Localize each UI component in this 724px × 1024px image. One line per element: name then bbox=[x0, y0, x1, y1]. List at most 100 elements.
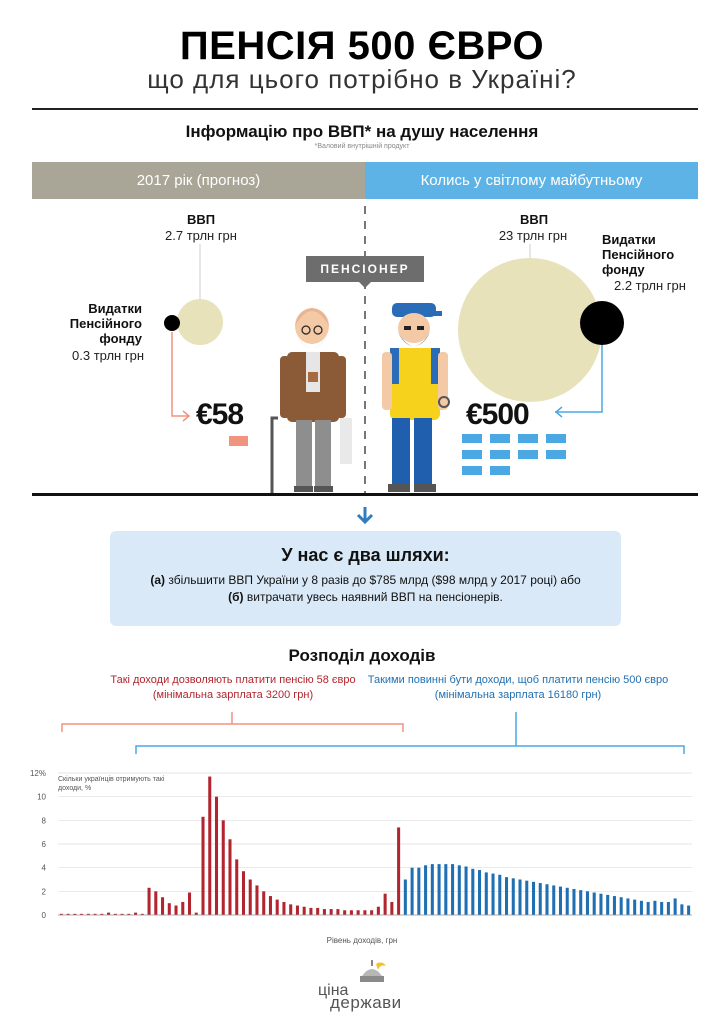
right-fund-label-line1: Видатки bbox=[602, 232, 656, 247]
pensioner-tag: ПЕНСІОНЕР bbox=[306, 256, 424, 282]
chart-bar bbox=[545, 884, 549, 915]
blue-caption-line1: Такими повинні бути доходи, щоб платити … bbox=[367, 674, 669, 686]
chart-bar bbox=[457, 865, 461, 915]
chart-bar bbox=[214, 796, 219, 915]
chart-bar bbox=[666, 901, 670, 915]
chart-bar bbox=[464, 866, 468, 915]
left-fund-label-line3: фонду bbox=[99, 331, 142, 346]
page-title: ПЕНСІЯ 500 ЄВРО bbox=[179, 24, 545, 68]
chart-bar bbox=[107, 912, 111, 915]
chart-bar bbox=[174, 905, 178, 915]
chart-bar bbox=[73, 913, 77, 915]
chart-bar bbox=[370, 910, 374, 915]
arrow-down-icon bbox=[356, 507, 374, 525]
chart-bar bbox=[639, 900, 643, 915]
chart-bar bbox=[343, 910, 347, 915]
chart-bar bbox=[282, 901, 286, 915]
chart-bar bbox=[147, 887, 151, 915]
chart-bar bbox=[417, 867, 421, 915]
chart-bar bbox=[579, 890, 583, 915]
chart-bar bbox=[471, 868, 475, 915]
chart-bar bbox=[356, 910, 360, 915]
chart-bar bbox=[558, 886, 562, 915]
chart-bar bbox=[329, 909, 333, 915]
left-gdp-diagram bbox=[164, 244, 223, 422]
chart-bar bbox=[188, 892, 192, 915]
chart-bar bbox=[511, 878, 515, 915]
path-b-prefix: (б) bbox=[228, 590, 244, 604]
header-divider bbox=[32, 108, 698, 110]
chart-bar bbox=[390, 901, 394, 915]
chart-y-tick-label: 12% bbox=[30, 769, 46, 778]
range-brackets bbox=[61, 712, 685, 754]
chart-bar bbox=[424, 865, 428, 915]
chart-bar bbox=[505, 877, 509, 915]
gdp-footnote: *Валовий внутрішній продукт bbox=[314, 143, 410, 150]
chart-bar bbox=[248, 879, 252, 915]
right-fund-label: Видатки Пенсійного фонду bbox=[602, 232, 692, 277]
right-fund-label-line2: Пенсійного bbox=[602, 247, 675, 262]
chart-bar bbox=[140, 913, 144, 915]
left-money-stack bbox=[229, 436, 248, 446]
chart-bar bbox=[383, 893, 387, 915]
left-pension-value: €58 bbox=[196, 398, 244, 431]
chart-bar bbox=[235, 859, 239, 915]
income-heading: Розподіл доходів bbox=[288, 646, 436, 665]
chart-bar bbox=[363, 910, 367, 915]
chart-bar bbox=[478, 870, 482, 915]
center-dashed-line bbox=[364, 206, 366, 496]
chart-bar bbox=[525, 880, 529, 915]
chart-bar bbox=[444, 864, 448, 915]
left-fund-label: Видатки Пенсійного фонду bbox=[60, 301, 142, 346]
chart-bar bbox=[612, 896, 616, 915]
chart-bar bbox=[646, 901, 650, 915]
chart-bar bbox=[167, 903, 171, 915]
chart-y-tick-label: 6 bbox=[42, 840, 47, 849]
path-a: (а) збільшити ВВП України у 8 разів до $… bbox=[110, 573, 621, 587]
rich-pensioner-figure bbox=[382, 303, 450, 492]
chart-bar bbox=[592, 892, 596, 915]
chart-bar bbox=[437, 864, 441, 915]
chart-bar bbox=[565, 887, 569, 915]
chart-bar bbox=[309, 907, 313, 915]
path-a-text: збільшити ВВП України у 8 разів до $785 … bbox=[165, 573, 581, 587]
paths-heading: У нас є два шляхи: bbox=[281, 545, 450, 565]
chart-bar bbox=[491, 873, 495, 915]
chart-bar bbox=[653, 900, 657, 915]
chart-bar bbox=[302, 906, 306, 915]
chart-bar bbox=[228, 839, 232, 915]
chart-bar bbox=[585, 891, 589, 915]
chart-bar bbox=[262, 891, 266, 915]
two-paths-box: У нас є два шляхи: (а) збільшити ВВП Укр… bbox=[110, 531, 621, 626]
pensioner-tag-pointer bbox=[358, 281, 372, 288]
chart-bar bbox=[127, 913, 131, 915]
chart-bar bbox=[626, 898, 630, 915]
chart-bar bbox=[376, 906, 380, 915]
chart-bar bbox=[201, 816, 205, 915]
chart-bar bbox=[93, 913, 97, 915]
right-gdp-value: 23 трлн грн bbox=[498, 228, 568, 243]
chart-bar bbox=[316, 907, 320, 915]
chart-bar bbox=[687, 905, 691, 915]
chart-bar bbox=[680, 904, 684, 915]
chart-bar bbox=[430, 864, 434, 915]
chart-bar bbox=[100, 913, 104, 915]
chart-y-tick-label: 10 bbox=[37, 793, 46, 802]
chart-bar bbox=[113, 913, 117, 915]
path-b-text: витрачати увесь наявний ВВП на пенсіонер… bbox=[243, 590, 503, 604]
chart-y-tick-label: 4 bbox=[42, 864, 47, 873]
chart-bar bbox=[295, 905, 299, 915]
right-fund-label-line3: фонду bbox=[602, 262, 645, 277]
right-gdp-label: ВВП bbox=[519, 212, 549, 227]
chart-bar bbox=[673, 898, 677, 915]
chart-y-tick-label: 2 bbox=[42, 887, 47, 896]
ground-line bbox=[32, 493, 698, 496]
parliament-dome-icon bbox=[360, 960, 386, 982]
chart-bar bbox=[349, 910, 353, 915]
band-future: Колись у світлому майбутньому bbox=[365, 162, 698, 199]
blue-caption-line2: (мінімальна зарплата 16180 грн) bbox=[434, 689, 602, 701]
red-caption-line1: Такі доходи дозволяють платити пенсію 58… bbox=[110, 674, 356, 686]
chart-xlabel: Рівень доходів, грн bbox=[326, 936, 398, 945]
chart-bar bbox=[484, 872, 488, 915]
right-gdp-diagram bbox=[458, 244, 624, 418]
